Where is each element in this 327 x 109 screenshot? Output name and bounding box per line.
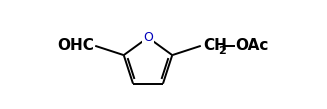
Text: OAc: OAc [235,38,269,53]
Text: O: O [143,31,153,44]
Text: 2: 2 [218,46,226,56]
Text: OHC: OHC [57,38,94,53]
Text: CH: CH [203,38,227,53]
